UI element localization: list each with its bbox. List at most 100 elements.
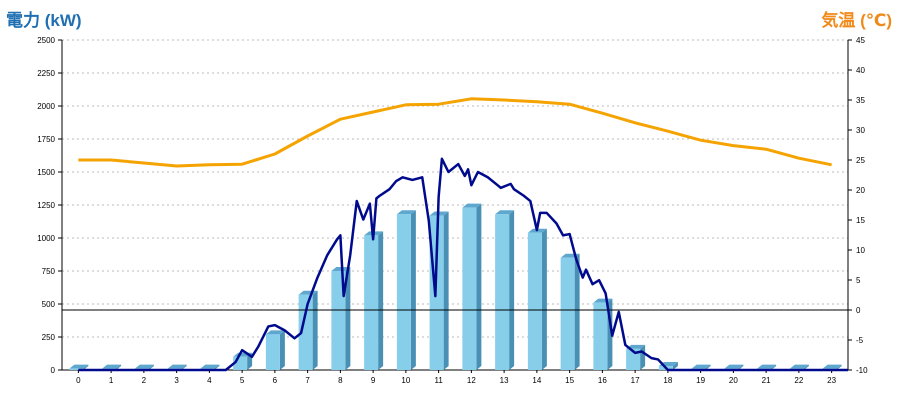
bar <box>364 235 379 370</box>
bar-side <box>574 253 580 370</box>
left-tick-label: 1000 <box>37 234 55 243</box>
bar <box>527 232 542 370</box>
left-tick-label: 2000 <box>37 102 55 111</box>
x-tick-label: 19 <box>696 376 705 385</box>
bar-side <box>214 364 220 370</box>
bar-top <box>462 203 482 208</box>
x-tick-label: 17 <box>631 376 640 385</box>
bar-side <box>672 362 678 370</box>
bar <box>69 368 84 370</box>
right-tick-label: 35 <box>856 96 865 105</box>
right-tick-label: -5 <box>856 336 864 345</box>
bar-side <box>803 364 809 370</box>
x-tick-label: 20 <box>729 376 738 385</box>
bar-top <box>331 267 351 271</box>
bar-side <box>509 210 515 370</box>
x-tick-label: 3 <box>174 376 179 385</box>
right-tick-label: 40 <box>856 66 865 75</box>
left-tick-label: 1250 <box>37 201 55 210</box>
bar-top <box>396 210 416 215</box>
bar <box>593 302 608 370</box>
x-tick-label: 13 <box>500 376 509 385</box>
x-tick-label: 4 <box>207 376 212 385</box>
left-tick-label: 750 <box>42 267 56 276</box>
bar-top <box>822 364 842 369</box>
right-tick-label: 10 <box>856 246 865 255</box>
bar-side <box>738 364 744 370</box>
left-tick-label: 250 <box>42 333 56 342</box>
bar-top <box>724 364 744 369</box>
right-tick-label: -10 <box>856 366 868 375</box>
bar-side <box>378 231 384 370</box>
bar <box>626 348 641 370</box>
bar-side <box>705 364 711 370</box>
bar-side <box>771 364 777 370</box>
bar-top <box>495 210 515 215</box>
bar-side <box>476 203 482 370</box>
bar <box>331 271 346 370</box>
bar-side <box>640 344 646 370</box>
x-tick-label: 7 <box>305 376 310 385</box>
left-tick-label: 2500 <box>37 36 55 45</box>
x-tick-label: 9 <box>371 376 376 385</box>
bar-side <box>345 267 351 370</box>
right-tick-label: 45 <box>856 36 865 45</box>
x-tick-label: 18 <box>663 376 672 385</box>
bar-top <box>200 364 220 369</box>
x-tick-label: 12 <box>467 376 476 385</box>
right-tick-label: 15 <box>856 216 865 225</box>
bar-side <box>410 210 416 370</box>
bar-top <box>102 364 122 369</box>
left-tick-label: 1500 <box>37 168 55 177</box>
x-tick-label: 2 <box>142 376 147 385</box>
right-tick-label: 0 <box>856 306 861 315</box>
bar-side <box>312 290 318 370</box>
x-tick-label: 8 <box>338 376 343 385</box>
x-tick-label: 16 <box>598 376 607 385</box>
bar-top <box>789 364 809 369</box>
x-tick-label: 10 <box>401 376 410 385</box>
x-tick-label: 21 <box>762 376 771 385</box>
right-axis-title: 気温 (℃) <box>821 11 892 30</box>
x-tick-label: 6 <box>273 376 278 385</box>
x-tick-label: 5 <box>240 376 245 385</box>
x-tick-label: 15 <box>565 376 574 385</box>
bar-side <box>541 228 547 370</box>
right-tick-label: 30 <box>856 126 865 135</box>
bar-side <box>836 364 842 370</box>
left-tick-label: 0 <box>51 366 56 375</box>
bar <box>462 207 477 370</box>
bar-side <box>279 330 285 370</box>
x-tick-label: 0 <box>76 376 81 385</box>
x-tick-label: 1 <box>109 376 114 385</box>
bar-side <box>148 364 154 370</box>
bar-top <box>757 364 777 369</box>
bar <box>265 334 280 370</box>
bar-top <box>69 364 89 369</box>
bar-top <box>167 364 187 369</box>
right-tick-label: 25 <box>856 156 865 165</box>
bar-top <box>691 364 711 369</box>
right-tick-label: 5 <box>856 276 861 285</box>
x-tick-label: 22 <box>794 376 803 385</box>
bar-top <box>265 330 285 335</box>
bar-top <box>134 364 154 369</box>
x-tick-label: 23 <box>827 376 836 385</box>
temperature-line <box>78 97 832 168</box>
x-tick-label: 11 <box>434 376 443 385</box>
left-tick-label: 2250 <box>37 69 55 78</box>
bar <box>560 257 575 370</box>
bar <box>396 214 411 370</box>
power-line <box>78 157 848 372</box>
bar-side <box>116 364 122 370</box>
left-axis-title: 電力 (kW) <box>6 11 82 30</box>
bar <box>298 294 313 370</box>
left-tick-label: 1750 <box>37 135 55 144</box>
bar-side <box>443 211 449 370</box>
right-tick-label: 20 <box>856 186 865 195</box>
x-tick-label: 14 <box>532 376 541 385</box>
bar-side <box>83 364 89 370</box>
bar <box>495 214 510 370</box>
